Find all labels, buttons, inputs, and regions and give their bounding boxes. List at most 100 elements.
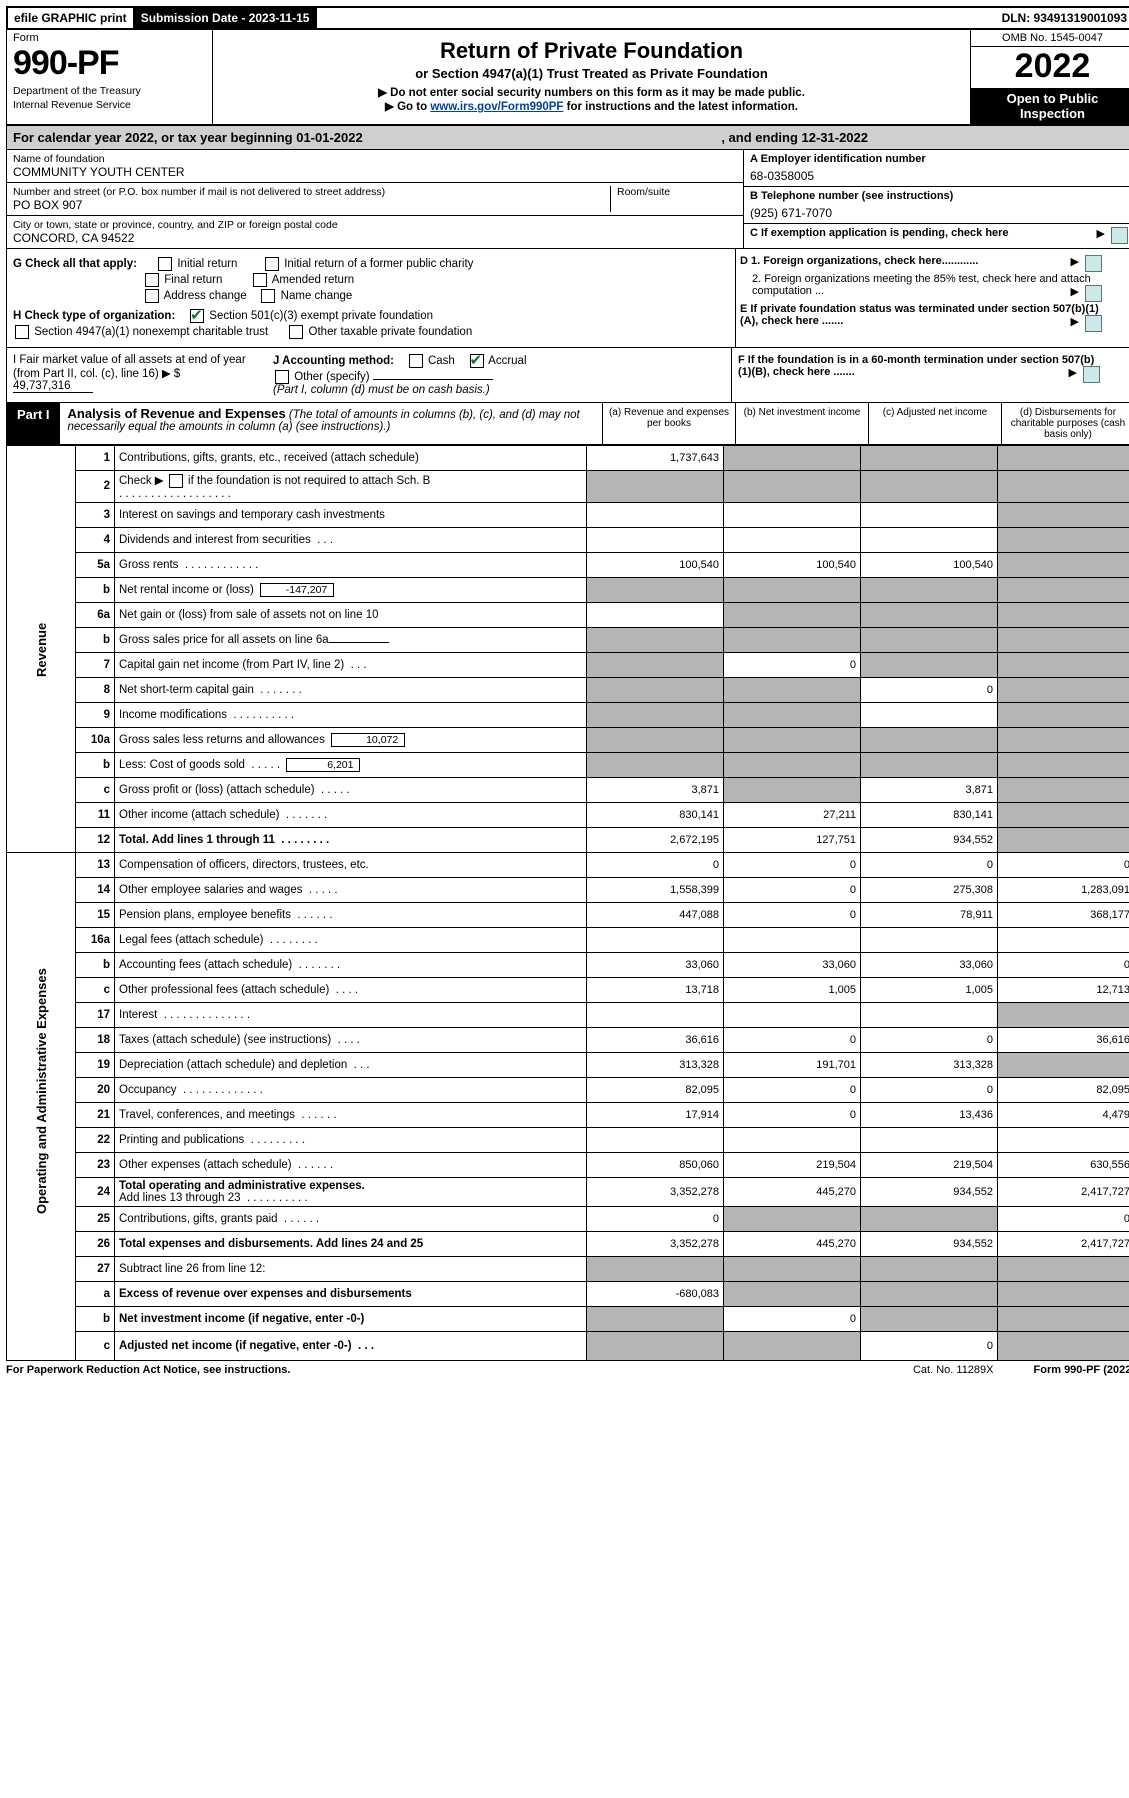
identification-block: Name of foundation COMMUNITY YOUTH CENTE… (6, 150, 1129, 249)
irs-label: Internal Revenue Service (13, 99, 206, 111)
501c3-checkbox[interactable] (190, 309, 204, 323)
accrual-checkbox[interactable] (470, 354, 484, 368)
d-e-section: D 1. Foreign organizations, check here..… (735, 249, 1129, 347)
col-c-header: (c) Adjusted net income (868, 403, 1001, 444)
f-section: F If the foundation is in a 60-month ter… (732, 348, 1129, 402)
efile-top-bar: efile GRAPHIC print Submission Date - 20… (6, 6, 1129, 30)
irs-link[interactable]: www.irs.gov/Form990PF (430, 101, 563, 113)
header-mid: Return of Private Foundation or Section … (213, 30, 970, 124)
part1-table: Revenue 1 Contributions, gifts, grants, … (6, 445, 1129, 1361)
exemption-pending-cell: C If exemption application is pending, c… (744, 224, 1129, 242)
table-row: 26 Total expenses and disbursements. Add… (7, 1231, 1129, 1256)
footer: For Paperwork Reduction Act Notice, see … (6, 1364, 1129, 1376)
i-j-f-row: I Fair market value of all assets at end… (6, 348, 1129, 403)
table-row: b Less: Cost of goods sold . . . . . 6,2… (7, 752, 1129, 777)
table-row: c Other professional fees (attach schedu… (7, 977, 1129, 1002)
form-footer-label: Form 990-PF (2022) (1034, 1364, 1129, 1376)
col-b-header: (b) Net investment income (735, 403, 868, 444)
other-taxable-checkbox[interactable] (289, 325, 303, 339)
table-row: Revenue 1 Contributions, gifts, grants, … (7, 446, 1129, 471)
table-row: 15 Pension plans, employee benefits . . … (7, 902, 1129, 927)
final-return-checkbox[interactable] (145, 273, 159, 287)
col-d-header: (d) Disbursements for charitable purpose… (1001, 403, 1129, 444)
4947-checkbox[interactable] (15, 325, 29, 339)
table-row: 20 Occupancy . . . . . . . . . . . . . 8… (7, 1077, 1129, 1102)
omb-number: OMB No. 1545-0047 (971, 30, 1129, 47)
form-word: Form (13, 32, 206, 44)
g-d-block: G Check all that apply: Initial return I… (6, 249, 1129, 348)
header-left: Form 990-PF Department of the Treasury I… (7, 30, 213, 124)
table-row: 11 Other income (attach schedule) . . . … (7, 802, 1129, 827)
table-row: 5a Gross rents . . . . . . . . . . . . 1… (7, 552, 1129, 577)
table-row: 9 Income modifications . . . . . . . . .… (7, 702, 1129, 727)
ssn-note: ▶ Do not enter social security numbers o… (221, 85, 962, 99)
city-state-zip: CONCORD, CA 94522 (13, 231, 737, 245)
form-subtitle: or Section 4947(a)(1) Trust Treated as P… (221, 66, 962, 81)
form-title: Return of Private Foundation (221, 38, 962, 64)
address: PO BOX 907 (13, 198, 610, 212)
form-header: Form 990-PF Department of the Treasury I… (6, 30, 1129, 126)
paperwork-notice: For Paperwork Reduction Act Notice, see … (6, 1364, 290, 1376)
table-row: 17 Interest . . . . . . . . . . . . . . (7, 1002, 1129, 1027)
c-checkbox[interactable] (1111, 227, 1128, 244)
tax-year: 2022 (971, 47, 1129, 88)
table-row: 25 Contributions, gifts, grants paid . .… (7, 1206, 1129, 1231)
amended-return-checkbox[interactable] (253, 273, 267, 287)
table-row: 22 Printing and publications . . . . . .… (7, 1127, 1129, 1152)
foundation-name: COMMUNITY YOUTH CENTER (13, 165, 737, 179)
city-cell: City or town, state or province, country… (7, 216, 743, 248)
table-row: 21 Travel, conferences, and meetings . .… (7, 1102, 1129, 1127)
d1-checkbox[interactable] (1085, 255, 1102, 272)
calendar-year-row: For calendar year 2022, or tax year begi… (6, 126, 1129, 150)
table-row: c Gross profit or (loss) (attach schedul… (7, 777, 1129, 802)
foundation-name-cell: Name of foundation COMMUNITY YOUTH CENTE… (7, 150, 743, 183)
table-row: 12 Total. Add lines 1 through 11 . . . .… (7, 827, 1129, 852)
table-row: b Gross sales price for all assets on li… (7, 627, 1129, 652)
table-row: a Excess of revenue over expenses and di… (7, 1281, 1129, 1306)
f-checkbox[interactable] (1083, 366, 1100, 383)
table-row: 19 Depreciation (attach schedule) and de… (7, 1052, 1129, 1077)
name-change-checkbox[interactable] (261, 289, 275, 303)
sch-b-checkbox[interactable] (169, 474, 183, 488)
table-row: Operating and Administrative Expenses 13… (7, 852, 1129, 877)
table-row: 8 Net short-term capital gain . . . . . … (7, 677, 1129, 702)
e-checkbox[interactable] (1085, 315, 1102, 332)
fmv-value: 49,737,316 (13, 380, 93, 393)
table-row: 24 Total operating and administrative ex… (7, 1177, 1129, 1206)
table-row: 27 Subtract line 26 from line 12: (7, 1256, 1129, 1281)
table-row: 18 Taxes (attach schedule) (see instruct… (7, 1027, 1129, 1052)
efile-label: efile GRAPHIC print (8, 8, 135, 28)
cash-checkbox[interactable] (409, 354, 423, 368)
open-inspection: Open to Public Inspection (971, 88, 1129, 124)
ein-cell: A Employer identification number 68-0358… (744, 150, 1129, 187)
part1-label: Part I (7, 403, 60, 444)
dln: DLN: 93491319001093 (996, 8, 1129, 28)
expenses-side-label: Operating and Administrative Expenses (7, 852, 76, 1331)
goto-note: ▶ Go to www.irs.gov/Form990PF for instru… (221, 99, 962, 113)
initial-return-checkbox[interactable] (158, 257, 172, 271)
i-j-section: I Fair market value of all assets at end… (7, 348, 732, 402)
table-row: b Net rental income or (loss) -147,207 (7, 577, 1129, 602)
form-number: 990-PF (13, 44, 206, 83)
table-row: 6a Net gain or (loss) from sale of asset… (7, 602, 1129, 627)
table-row: 10a Gross sales less returns and allowan… (7, 727, 1129, 752)
table-row: 2 Check ▶ if the foundation is not requi… (7, 471, 1129, 503)
g-section: G Check all that apply: Initial return I… (7, 249, 735, 347)
table-row: 4 Dividends and interest from securities… (7, 527, 1129, 552)
table-row: b Net investment income (if negative, en… (7, 1306, 1129, 1331)
table-row: 7 Capital gain net income (from Part IV,… (7, 652, 1129, 677)
revenue-side-label: Revenue (7, 446, 76, 853)
phone: (925) 671-7070 (750, 206, 1128, 220)
header-right: OMB No. 1545-0047 2022 Open to Public In… (970, 30, 1129, 124)
phone-cell: B Telephone number (see instructions) (9… (744, 187, 1129, 224)
d2-checkbox[interactable] (1085, 285, 1102, 302)
initial-former-checkbox[interactable] (265, 257, 279, 271)
table-row: 23 Other expenses (attach schedule) . . … (7, 1152, 1129, 1177)
column-headers: (a) Revenue and expenses per books (b) N… (602, 403, 1129, 444)
submission-date: Submission Date - 2023-11-15 (135, 8, 318, 28)
col-a-header: (a) Revenue and expenses per books (602, 403, 735, 444)
table-row: b Accounting fees (attach schedule) . . … (7, 952, 1129, 977)
address-change-checkbox[interactable] (145, 289, 159, 303)
other-method-checkbox[interactable] (275, 370, 289, 384)
ein: 68-0358005 (750, 169, 1128, 183)
